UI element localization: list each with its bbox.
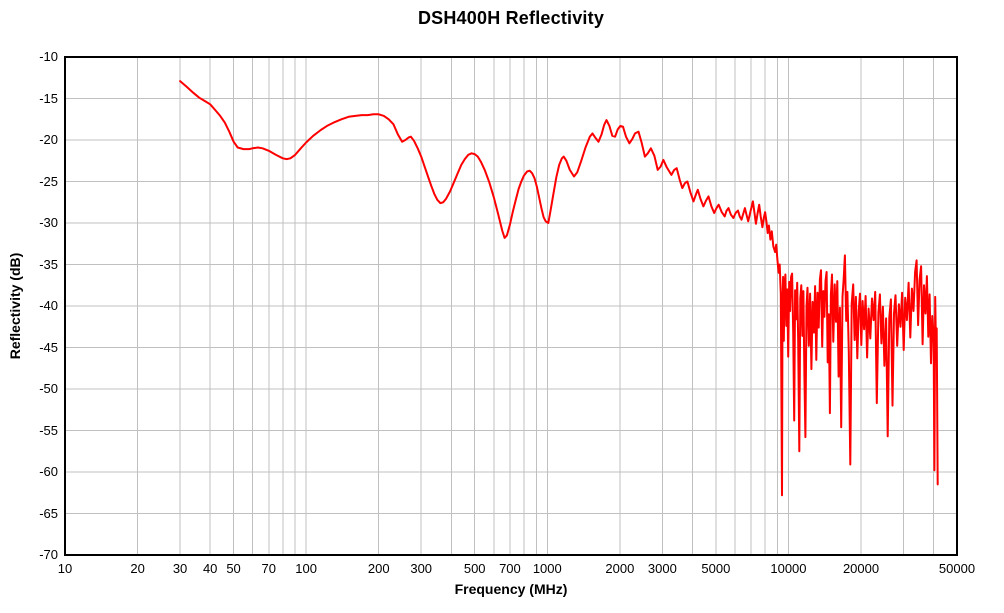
plot-border: [64, 56, 958, 556]
x-tick-label: 50: [226, 561, 241, 576]
x-tick-label: 300: [410, 561, 433, 576]
x-tick-label: 700: [499, 561, 521, 576]
y-tick-label: -50: [39, 381, 58, 396]
y-tick-label: -70: [39, 547, 58, 562]
y-tick-label: -35: [39, 256, 58, 272]
x-tick-label: 1000: [532, 561, 562, 576]
x-tick-label: 10: [57, 561, 73, 576]
x-tick-label: 20: [130, 561, 145, 576]
x-tick-label: 40: [202, 561, 218, 576]
y-tick-label: -45: [39, 339, 58, 355]
x-axis-title: Frequency (MHz): [454, 581, 568, 597]
x-tick-label: 20000: [842, 561, 880, 576]
y-tick-label: -65: [39, 505, 58, 521]
x-tick-label: 30: [172, 561, 188, 576]
reflectivity-curve: [179, 80, 939, 497]
chart-title: DSH400H Reflectivity: [417, 8, 605, 28]
x-tick-label: 500: [463, 561, 486, 576]
x-tick-label: 100: [295, 561, 317, 576]
x-tick-label: 3000: [647, 561, 677, 576]
y-tick-label: -10: [39, 49, 58, 64]
y-tick-label: -30: [39, 215, 58, 230]
x-tick-label: 200: [367, 561, 390, 576]
x-tick-label: 2000: [605, 561, 635, 576]
y-tick-label: -25: [39, 173, 58, 189]
x-tick-label: 50000: [938, 561, 976, 576]
y-tick-label: -55: [39, 422, 58, 438]
x-tick-label: 70: [261, 561, 277, 576]
y-tick-label: -15: [39, 90, 58, 106]
x-tick-label: 10000: [770, 561, 807, 576]
y-tick-label: -60: [39, 464, 58, 479]
y-tick-label: -40: [39, 298, 58, 313]
y-tick-label: -20: [39, 132, 58, 147]
x-tick-label: 5000: [701, 561, 731, 576]
